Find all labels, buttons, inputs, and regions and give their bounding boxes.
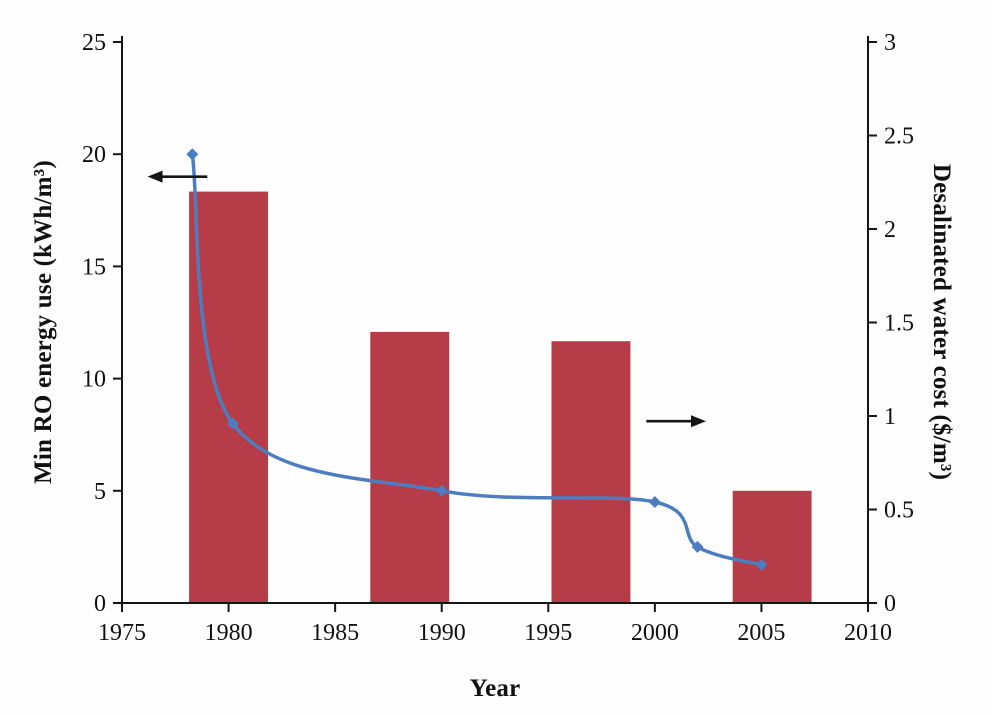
x-tick-label-1980: 1980: [205, 620, 253, 646]
x-tick-label-2000: 2000: [631, 620, 679, 646]
x-tick-label-1990: 1990: [418, 620, 466, 646]
right-tick-label-1.5: 1.5: [884, 311, 914, 337]
energy-marker-5: [691, 540, 704, 553]
x-tick-label-1985: 1985: [311, 620, 359, 646]
energy-marker-1: [186, 148, 199, 161]
right-tick-label-1: 1: [884, 404, 896, 430]
energy-marker-4: [648, 496, 661, 509]
right-tick-label-3: 3: [884, 30, 896, 56]
right-arrow-head-icon: [691, 415, 707, 428]
left-tick-label-25: 25: [82, 30, 106, 56]
x-tick-label-1975: 1975: [98, 620, 146, 646]
x-axis-title: Year: [469, 675, 521, 702]
right-tick-label-2: 2: [884, 217, 896, 243]
cost-bar-2: [370, 331, 450, 603]
cost-bar-3: [551, 341, 631, 603]
right-axis-title: Desalinated water cost ($/m³): [928, 163, 955, 481]
left-tick-label-0: 0: [94, 591, 106, 617]
energy-line: [190, 152, 764, 567]
cost-bar-4: [732, 490, 812, 603]
left-tick-label-15: 15: [82, 254, 106, 280]
x-tick-label-2005: 2005: [737, 620, 785, 646]
left-arrow-head-icon: [147, 170, 163, 183]
energy-marker-6: [755, 558, 768, 571]
right-tick-label-2.5: 2.5: [884, 124, 914, 150]
x-tick-label-2010: 2010: [844, 620, 892, 646]
left-tick-label-10: 10: [82, 367, 106, 393]
left-axis-title: Min RO energy use (kWh/m³): [30, 160, 57, 484]
left-tick-label-20: 20: [82, 142, 106, 168]
x-tick-label-1995: 1995: [524, 620, 572, 646]
energy-marker-2: [226, 417, 239, 430]
right-tick-label-0: 0: [884, 591, 896, 617]
cost-bar-1: [189, 191, 268, 603]
energy-marker-3: [435, 484, 448, 497]
right-tick-label-0.5: 0.5: [884, 498, 914, 524]
left-tick-label-5: 5: [94, 479, 106, 505]
